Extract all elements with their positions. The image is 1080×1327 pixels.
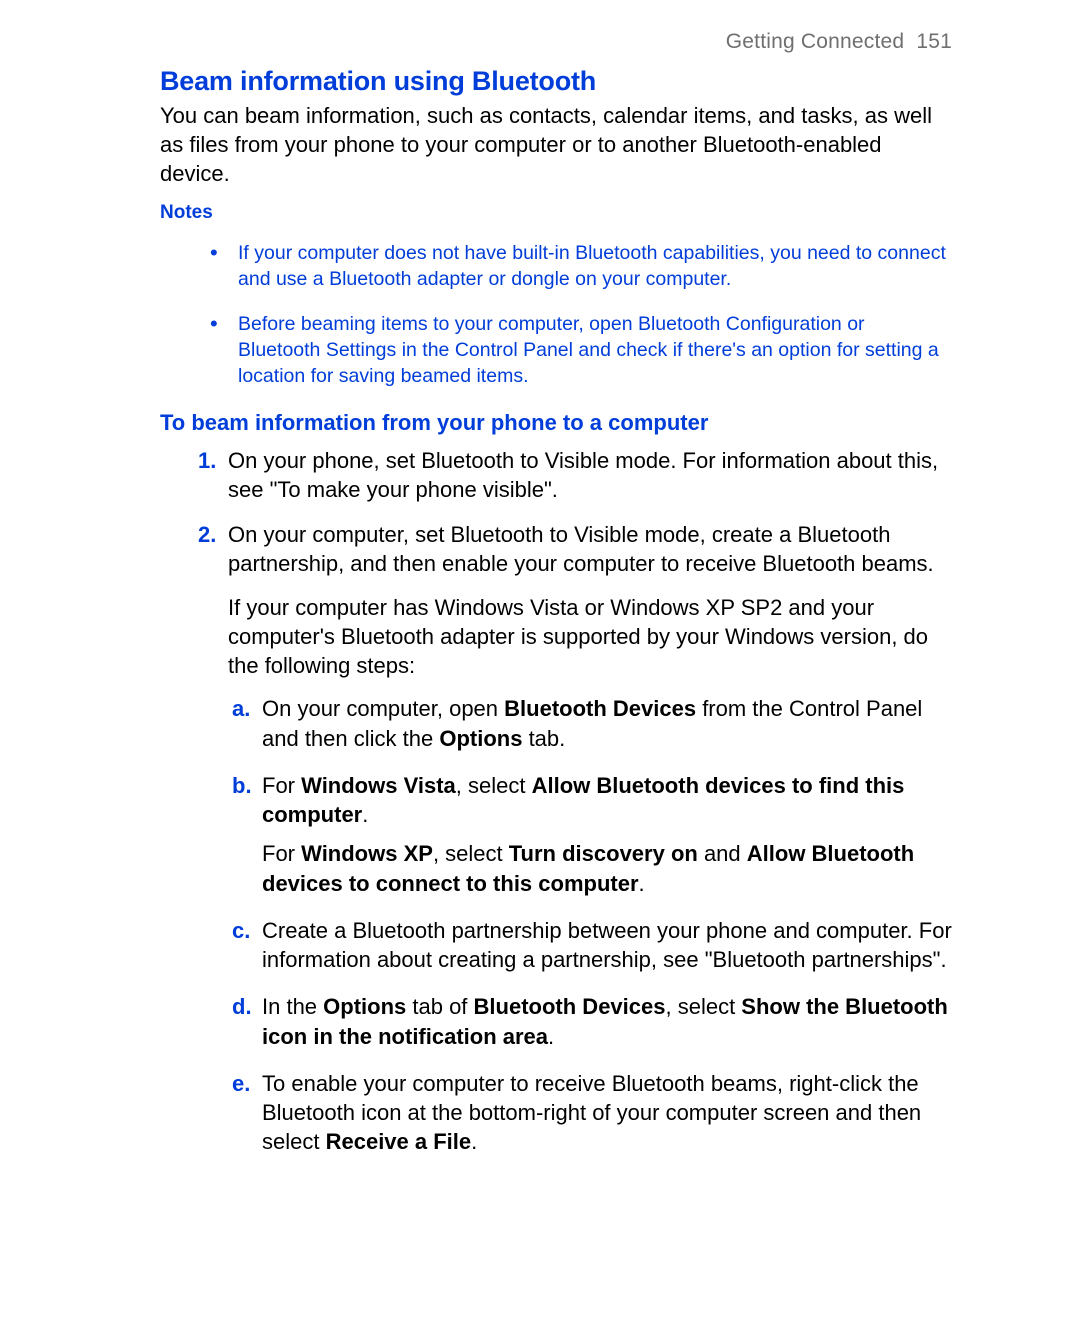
substep-item: Create a Bluetooth partnership between y… xyxy=(232,916,952,975)
page-header: Getting Connected 151 xyxy=(160,30,952,54)
step-text: On your computer, set Bluetooth to Visib… xyxy=(228,522,934,576)
step-item: On your computer, set Bluetooth to Visib… xyxy=(198,520,952,1157)
step-item: On your phone, set Bluetooth to Visible … xyxy=(198,446,952,505)
notes-heading: Notes xyxy=(160,202,952,224)
subsection-title: To beam information from your phone to a… xyxy=(160,410,952,436)
note-item: If your computer does not have built-in … xyxy=(210,240,952,293)
substep-text: Create a Bluetooth partnership between y… xyxy=(262,918,952,972)
substep-text: On your computer, open Bluetooth Devices… xyxy=(262,696,922,750)
substep-item: In the Options tab of Bluetooth Devices,… xyxy=(232,992,952,1051)
substep-paragraph: For Windows XP, select Turn discovery on… xyxy=(262,839,952,898)
substep-item: To enable your computer to receive Bluet… xyxy=(232,1069,952,1157)
steps-list: On your phone, set Bluetooth to Visible … xyxy=(160,446,952,1157)
step-text: On your phone, set Bluetooth to Visible … xyxy=(228,448,938,502)
note-item: Before beaming items to your computer, o… xyxy=(210,311,952,390)
substep-text: For Windows Vista, select Allow Bluetoot… xyxy=(262,773,904,827)
substep-item: On your computer, open Bluetooth Devices… xyxy=(232,694,952,753)
page-number: 151 xyxy=(916,30,952,53)
step-paragraph: If your computer has Windows Vista or Wi… xyxy=(228,593,952,681)
substep-item: For Windows Vista, select Allow Bluetoot… xyxy=(232,771,952,898)
section-name: Getting Connected xyxy=(726,30,905,53)
substep-text: In the Options tab of Bluetooth Devices,… xyxy=(262,994,948,1048)
page-title: Beam information using Bluetooth xyxy=(160,66,952,97)
substep-text: To enable your computer to receive Bluet… xyxy=(262,1071,921,1155)
notes-list: If your computer does not have built-in … xyxy=(160,240,952,390)
substeps-list: On your computer, open Bluetooth Devices… xyxy=(228,694,952,1156)
intro-paragraph: You can beam information, such as contac… xyxy=(160,101,952,188)
document-page: Getting Connected 151 Beam information u… xyxy=(0,0,1080,1225)
